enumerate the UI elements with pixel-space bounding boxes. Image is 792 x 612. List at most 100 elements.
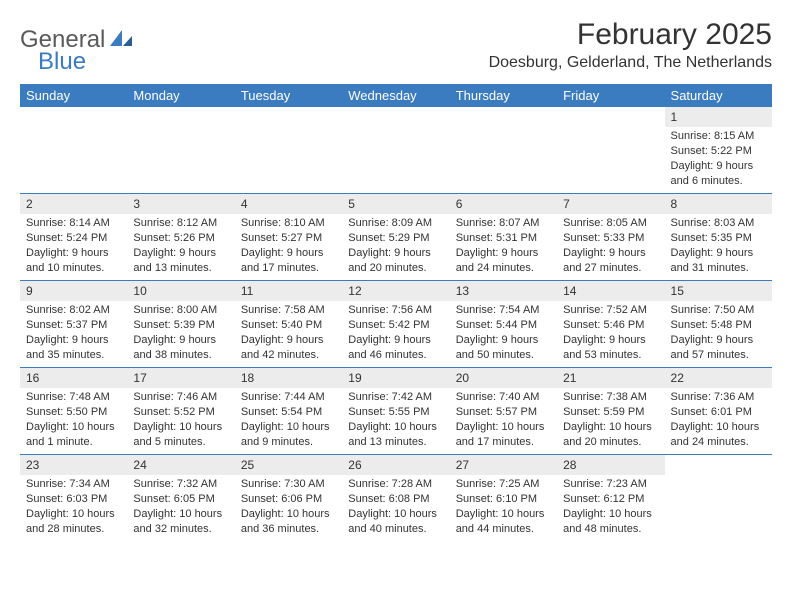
day-info: Sunrise: 8:12 AMSunset: 5:26 PMDaylight:… [127, 214, 234, 279]
sunset-text: Sunset: 5:52 PM [133, 405, 228, 420]
sunset-text: Sunset: 5:35 PM [671, 231, 766, 246]
sunrise-text: Sunrise: 7:50 AM [671, 303, 766, 318]
day-number: 2 [20, 194, 127, 214]
day-cell: 13Sunrise: 7:54 AMSunset: 5:44 PMDayligh… [450, 281, 557, 367]
day-number: 15 [665, 281, 772, 301]
day-info: Sunrise: 7:58 AMSunset: 5:40 PMDaylight:… [235, 301, 342, 366]
calendar: Sunday Monday Tuesday Wednesday Thursday… [20, 84, 772, 541]
empty-day-cell [20, 107, 127, 193]
location-text: Doesburg, Gelderland, The Netherlands [489, 54, 772, 72]
day-cell: 23Sunrise: 7:34 AMSunset: 6:03 PMDayligh… [20, 455, 127, 541]
sunset-text: Sunset: 6:12 PM [563, 492, 658, 507]
day-info: Sunrise: 7:44 AMSunset: 5:54 PMDaylight:… [235, 388, 342, 453]
daylight-text: Daylight: 10 hours and 32 minutes. [133, 507, 228, 537]
day-number: 25 [235, 455, 342, 475]
day-cell: 9Sunrise: 8:02 AMSunset: 5:37 PMDaylight… [20, 281, 127, 367]
day-cell: 16Sunrise: 7:48 AMSunset: 5:50 PMDayligh… [20, 368, 127, 454]
day-cell: 19Sunrise: 7:42 AMSunset: 5:55 PMDayligh… [342, 368, 449, 454]
day-cell: 15Sunrise: 7:50 AMSunset: 5:48 PMDayligh… [665, 281, 772, 367]
day-info: Sunrise: 7:40 AMSunset: 5:57 PMDaylight:… [450, 388, 557, 453]
day-info: Sunrise: 7:32 AMSunset: 6:05 PMDaylight:… [127, 475, 234, 540]
day-info: Sunrise: 7:38 AMSunset: 5:59 PMDaylight:… [557, 388, 664, 453]
day-number: 19 [342, 368, 449, 388]
week-row: 9Sunrise: 8:02 AMSunset: 5:37 PMDaylight… [20, 280, 772, 367]
day-info: Sunrise: 7:46 AMSunset: 5:52 PMDaylight:… [127, 388, 234, 453]
daylight-text: Daylight: 10 hours and 44 minutes. [456, 507, 551, 537]
day-number: 14 [557, 281, 664, 301]
day-cell: 27Sunrise: 7:25 AMSunset: 6:10 PMDayligh… [450, 455, 557, 541]
header: General Blue February 2025 Doesburg, Gel… [20, 18, 772, 76]
sunrise-text: Sunrise: 8:03 AM [671, 216, 766, 231]
day-number: 24 [127, 455, 234, 475]
sunset-text: Sunset: 5:29 PM [348, 231, 443, 246]
day-number: 7 [557, 194, 664, 214]
daylight-text: Daylight: 9 hours and 57 minutes. [671, 333, 766, 363]
day-cell: 1Sunrise: 8:15 AMSunset: 5:22 PMDaylight… [665, 107, 772, 193]
daylight-text: Daylight: 9 hours and 38 minutes. [133, 333, 228, 363]
daylight-text: Daylight: 10 hours and 48 minutes. [563, 507, 658, 537]
daylight-text: Daylight: 9 hours and 50 minutes. [456, 333, 551, 363]
daylight-text: Daylight: 10 hours and 20 minutes. [563, 420, 658, 450]
sunrise-text: Sunrise: 7:36 AM [671, 390, 766, 405]
day-cell: 10 Sunrise: 8:00 AMSunset: 5:39 PMDayligh… [127, 281, 234, 367]
sunrise-text: Sunrise: 7:46 AM [133, 390, 228, 405]
day-info: Sunrise: 7:34 AMSunset: 6:03 PMDaylight:… [20, 475, 127, 540]
empty-day-cell [342, 107, 449, 193]
daylight-text: Daylight: 9 hours and 20 minutes. [348, 246, 443, 276]
sunset-text: Sunset: 5:50 PM [26, 405, 121, 420]
day-number: 5 [342, 194, 449, 214]
daylight-text: Daylight: 10 hours and 9 minutes. [241, 420, 336, 450]
daylight-text: Daylight: 9 hours and 46 minutes. [348, 333, 443, 363]
day-cell: 21Sunrise: 7:38 AMSunset: 5:59 PMDayligh… [557, 368, 664, 454]
day-number: 12 [342, 281, 449, 301]
day-number: 10 [127, 281, 234, 301]
sunrise-text: Sunrise: 8:00 AM [133, 303, 228, 318]
sunrise-text: Sunrise: 8:12 AM [133, 216, 228, 231]
day-info: Sunrise: 8:02 AMSunset: 5:37 PMDaylight:… [20, 301, 127, 366]
day-info: Sunrise: 8:09 AMSunset: 5:29 PMDaylight:… [342, 214, 449, 279]
sunrise-text: Sunrise: 8:07 AM [456, 216, 551, 231]
sunrise-text: Sunrise: 7:23 AM [563, 477, 658, 492]
sunrise-text: Sunrise: 7:42 AM [348, 390, 443, 405]
sunset-text: Sunset: 5:27 PM [241, 231, 336, 246]
day-info: Sunrise: 7:48 AMSunset: 5:50 PMDaylight:… [20, 388, 127, 453]
sunrise-text: Sunrise: 7:56 AM [348, 303, 443, 318]
sunset-text: Sunset: 5:26 PM [133, 231, 228, 246]
daylight-text: Daylight: 10 hours and 1 minute. [26, 420, 121, 450]
daylight-text: Daylight: 9 hours and 53 minutes. [563, 333, 658, 363]
day-info: Sunrise: 8:05 AMSunset: 5:33 PMDaylight:… [557, 214, 664, 279]
sunrise-text: Sunrise: 7:25 AM [456, 477, 551, 492]
day-number: 23 [20, 455, 127, 475]
logo-text-blue: Blue [38, 48, 86, 76]
sunset-text: Sunset: 5:33 PM [563, 231, 658, 246]
sunrise-text: Sunrise: 7:30 AM [241, 477, 336, 492]
daylight-text: Daylight: 10 hours and 28 minutes. [26, 507, 121, 537]
day-info: Sunrise: 7:23 AMSunset: 6:12 PMDaylight:… [557, 475, 664, 540]
day-cell: 18Sunrise: 7:44 AMSunset: 5:54 PMDayligh… [235, 368, 342, 454]
title-block: February 2025 Doesburg, Gelderland, The … [489, 18, 772, 72]
day-number: 20 [450, 368, 557, 388]
sunset-text: Sunset: 6:06 PM [241, 492, 336, 507]
sunset-text: Sunset: 5:54 PM [241, 405, 336, 420]
day-info: Sunrise: 7:52 AMSunset: 5:46 PMDaylight:… [557, 301, 664, 366]
day-cell: 26Sunrise: 7:28 AMSunset: 6:08 PMDayligh… [342, 455, 449, 541]
sunrise-text: Sunrise: 8:15 AM [671, 129, 766, 144]
day-info: Sunrise: 7:54 AMSunset: 5:44 PMDaylight:… [450, 301, 557, 366]
day-number: 22 [665, 368, 772, 388]
day-cell: 8Sunrise: 8:03 AMSunset: 5:35 PMDaylight… [665, 194, 772, 280]
weekday-header: Tuesday [235, 84, 342, 107]
sunrise-text: Sunrise: 7:54 AM [456, 303, 551, 318]
sunset-text: Sunset: 5:40 PM [241, 318, 336, 333]
sunrise-text: Sunrise: 7:58 AM [241, 303, 336, 318]
daylight-text: Daylight: 9 hours and 6 minutes. [671, 159, 766, 189]
sunset-text: Sunset: 5:37 PM [26, 318, 121, 333]
daylight-text: Daylight: 9 hours and 27 minutes. [563, 246, 658, 276]
week-row: 1Sunrise: 8:15 AMSunset: 5:22 PMDaylight… [20, 107, 772, 193]
day-info: Sunrise: 7:30 AMSunset: 6:06 PMDaylight:… [235, 475, 342, 540]
day-cell: 7Sunrise: 8:05 AMSunset: 5:33 PMDaylight… [557, 194, 664, 280]
sunset-text: Sunset: 5:39 PM [133, 318, 228, 333]
sunrise-text: Sunrise: 7:52 AM [563, 303, 658, 318]
day-info: Sunrise: 7:28 AMSunset: 6:08 PMDaylight:… [342, 475, 449, 540]
day-info: Sunrise: 7:56 AMSunset: 5:42 PMDaylight:… [342, 301, 449, 366]
day-info: Sunrise: 7:42 AMSunset: 5:55 PMDaylight:… [342, 388, 449, 453]
